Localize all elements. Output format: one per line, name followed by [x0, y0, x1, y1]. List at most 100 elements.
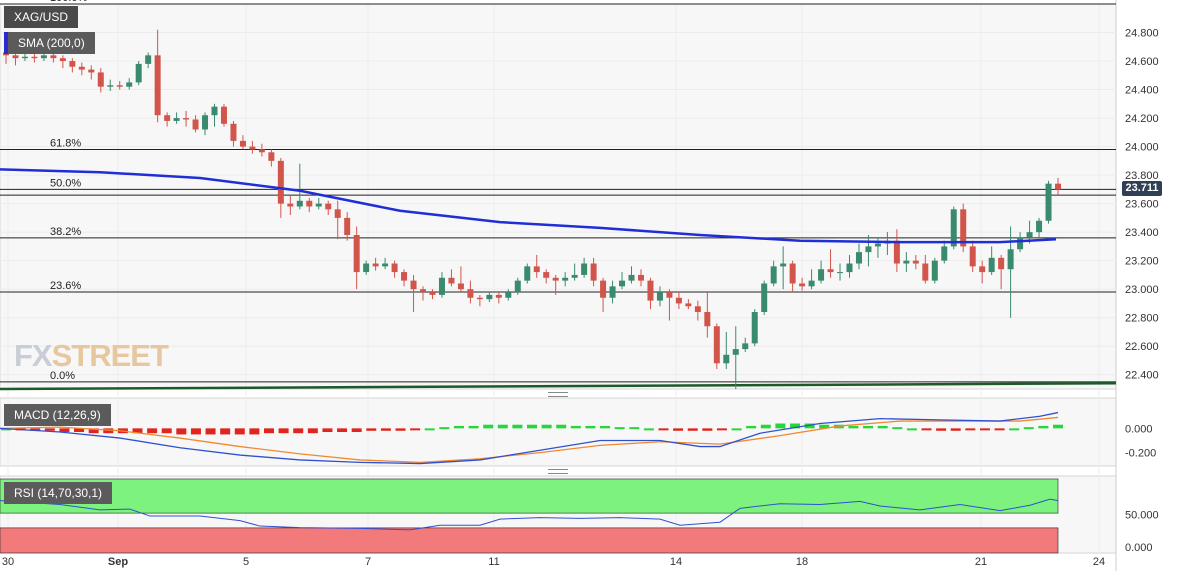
candle [780, 246, 787, 290]
candle [448, 269, 455, 287]
macd-histogram-bar [863, 425, 874, 429]
candle [808, 269, 815, 290]
candle [230, 120, 237, 147]
macd-histogram-bar [234, 428, 245, 435]
candle [524, 263, 531, 284]
candle-body [837, 272, 844, 274]
time-tick-label: 7 [365, 556, 371, 568]
candle-body [846, 263, 853, 273]
pane-resize-handle-1[interactable] [548, 392, 568, 397]
time-tick-label: 30 [2, 556, 14, 568]
candle [865, 235, 872, 267]
candle-body [429, 292, 436, 295]
rsi-label[interactable]: RSI (14,70,30,1) [4, 482, 113, 504]
candle-body [723, 354, 730, 364]
candle-body [979, 266, 986, 273]
candle-body [69, 61, 76, 67]
candle-body [1007, 249, 1014, 270]
macd-histogram-bar [44, 428, 55, 431]
price-tick-label: 24.400 [1125, 85, 1159, 97]
candle-body [581, 263, 588, 275]
candle [457, 266, 464, 293]
macd-histogram-bar [249, 428, 260, 435]
macd-histogram-bar [673, 428, 684, 431]
price-tick-label: 22.400 [1125, 370, 1159, 382]
candle-body [344, 217, 351, 235]
candle [1036, 217, 1043, 238]
macd-histogram-bar [658, 428, 669, 431]
candle [846, 254, 853, 278]
candle-body [363, 263, 370, 273]
candle-body [780, 263, 787, 267]
candle-body [126, 82, 133, 87]
candle [353, 226, 360, 290]
candle [666, 289, 673, 321]
macd-histogram-bar [760, 424, 771, 429]
candle [571, 263, 578, 281]
macd-histogram-bar [132, 428, 143, 434]
candle-body [818, 269, 825, 281]
symbol-label[interactable]: XAG/USD [4, 6, 79, 28]
sma-label[interactable]: SMA (200,0) [4, 32, 95, 54]
candle [429, 289, 436, 300]
candle-body [21, 56, 28, 59]
candle [154, 29, 161, 123]
candle-body [97, 72, 104, 87]
fxstreet-watermark: FXSTREET [14, 338, 169, 374]
candle-body [808, 280, 815, 287]
price-tick-label: 24.200 [1125, 113, 1159, 125]
candle [476, 294, 483, 307]
macd-histogram-bar [994, 428, 1005, 431]
time-tick-label: 18 [796, 556, 808, 568]
candle-body [751, 312, 758, 344]
time-tick-label: 5 [243, 556, 249, 568]
candle [391, 260, 398, 278]
macd-histogram-bar [161, 428, 172, 434]
candle [126, 78, 133, 90]
macd-histogram-bar [541, 424, 552, 429]
macd-histogram-bar [190, 428, 201, 435]
macd-histogram-bar [585, 425, 596, 429]
candle-body [78, 66, 85, 70]
time-tick-label: 21 [975, 556, 987, 568]
candle-body [372, 263, 379, 267]
time-tick-label: 14 [670, 556, 682, 568]
macd-histogram-bar [351, 428, 362, 432]
candle-body [164, 115, 171, 121]
candle-body [571, 274, 578, 278]
candle [562, 272, 569, 287]
macd-histogram-bar [147, 428, 158, 434]
candle-body [865, 246, 872, 253]
candle-body [742, 343, 749, 350]
macd-histogram-bar [979, 428, 990, 431]
candle [931, 257, 938, 284]
price-tick-label: 23.400 [1125, 227, 1159, 239]
macd-histogram-bar [337, 428, 348, 432]
macd-histogram-bar [965, 428, 976, 431]
candle [334, 200, 341, 240]
candle-body [12, 55, 19, 59]
candle-body [410, 280, 417, 290]
candle [818, 260, 825, 284]
candle-body [107, 85, 114, 87]
macd-histogram-bar [775, 423, 786, 429]
macd-histogram-bar [731, 428, 742, 431]
candle-body [552, 277, 559, 281]
candle [581, 257, 588, 278]
macd-histogram-bar [950, 428, 961, 431]
candle-body [173, 118, 180, 121]
pane-resize-handle-2[interactable] [548, 469, 568, 474]
macd-label[interactable]: MACD (12,26,9) [4, 404, 111, 426]
candle [827, 249, 834, 278]
candle [543, 269, 550, 284]
macd-histogram-bar [278, 428, 289, 434]
candle-body [675, 297, 682, 304]
rsi-oversold-zone [0, 527, 1059, 554]
candle-body [1045, 183, 1052, 221]
macd-histogram-bar [424, 428, 435, 431]
candle [31, 52, 38, 63]
candle [183, 110, 190, 127]
candle [893, 229, 900, 273]
fibonacci-level-label: 23.6% [50, 280, 81, 292]
